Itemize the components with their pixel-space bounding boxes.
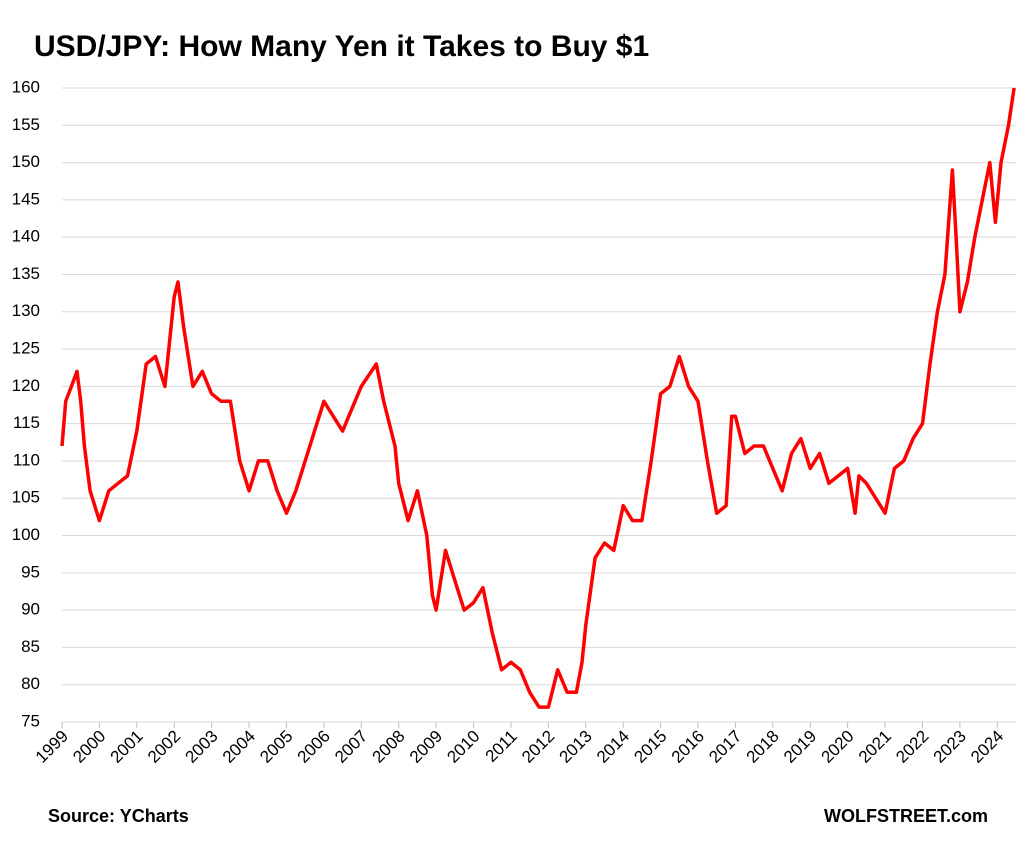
x-tick-label: 2020 (817, 727, 857, 767)
x-tick-label: 2010 (443, 727, 483, 767)
y-tick-label: 160 (12, 77, 40, 96)
x-tick-label: 2007 (331, 727, 371, 767)
y-tick-label: 95 (21, 562, 40, 581)
x-tick-label: 2023 (930, 727, 970, 767)
y-tick-label: 125 (12, 339, 40, 358)
y-tick-label: 85 (21, 637, 40, 656)
y-tick-label: 135 (12, 264, 40, 283)
x-tick-label: 2021 (855, 727, 895, 767)
x-tick-label: 1999 (32, 727, 72, 767)
y-tick-label: 90 (21, 600, 40, 619)
x-tick-label: 2002 (144, 727, 184, 767)
chart-title: USD/JPY: How Many Yen it Takes to Buy $1 (34, 30, 649, 63)
y-tick-label: 130 (12, 301, 40, 320)
x-tick-label: 2001 (107, 727, 147, 767)
x-tick-label: 2005 (256, 727, 296, 767)
y-tick-label: 100 (12, 525, 40, 544)
source-note: Source: YCharts (48, 806, 189, 826)
y-tick-label: 145 (12, 189, 40, 208)
x-tick-label: 2015 (630, 727, 670, 767)
y-tick-label: 110 (13, 450, 40, 469)
x-tick-label: 2011 (482, 727, 521, 766)
x-tick-label: 2000 (69, 727, 109, 767)
x-tick-label: 2006 (294, 727, 334, 767)
x-tick-label: 2004 (219, 727, 259, 767)
y-tick-label: 150 (12, 152, 40, 171)
credit: WOLFSTREET.com (824, 806, 988, 826)
x-tick-label: 2014 (593, 727, 633, 767)
y-tick-label: 140 (12, 227, 40, 246)
x-tick-label: 2008 (369, 727, 409, 767)
y-tick-label: 115 (13, 413, 40, 432)
x-tick-label: 2013 (556, 727, 596, 767)
x-tick-label: 2016 (668, 727, 708, 767)
y-tick-label: 155 (12, 115, 40, 134)
x-tick-label: 2019 (780, 727, 820, 767)
y-tick-label: 80 (21, 674, 40, 693)
x-tick-label: 2003 (181, 727, 221, 767)
x-tick-label: 2018 (743, 727, 783, 767)
x-tick-label: 2012 (518, 727, 558, 767)
x-tick-label: 2024 (967, 727, 1007, 767)
y-tick-label: 75 (21, 711, 40, 730)
x-tick-label: 2022 (892, 727, 932, 767)
x-tick-label: 2009 (406, 727, 446, 767)
y-tick-label: 105 (12, 488, 40, 507)
x-tick-label: 2017 (705, 727, 745, 767)
y-tick-label: 120 (12, 376, 40, 395)
line-series (60, 87, 1016, 709)
